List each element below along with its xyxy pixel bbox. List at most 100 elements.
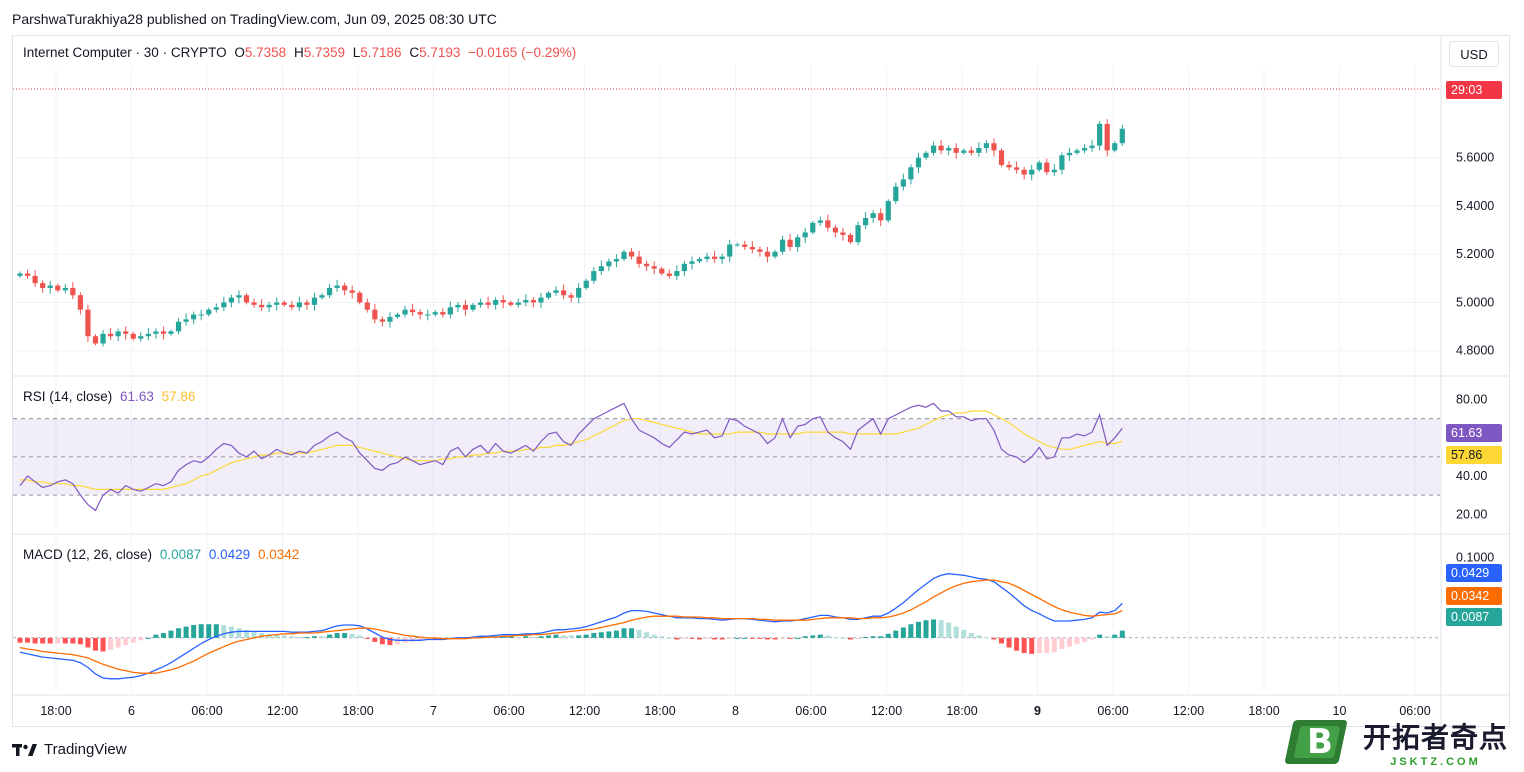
candle: [123, 331, 129, 334]
candle: [847, 234, 854, 243]
macd-histogram-bar: [976, 635, 982, 638]
candle: [659, 268, 665, 274]
macd-histogram-bar: [666, 637, 672, 639]
candle: [961, 150, 967, 153]
macd-histogram-bar: [1119, 630, 1125, 638]
candle: [500, 300, 506, 303]
high-value: 5.7359: [303, 45, 345, 60]
rsi-tick-label: 80.00: [1456, 393, 1487, 407]
candle: [153, 331, 159, 334]
candle: [727, 244, 733, 257]
candle: [17, 273, 23, 276]
macd-histogram-bar: [900, 627, 906, 638]
macd-histogram-bar: [795, 637, 801, 639]
published-caption: ParshwaTurakhiya28 published on TradingV…: [12, 11, 497, 27]
time-tick-label: 12:00: [569, 704, 600, 718]
macd-histogram-bar: [206, 624, 212, 638]
macd-line: [19, 573, 1123, 680]
candle: [259, 304, 265, 308]
macd-histogram-bar: [772, 637, 778, 640]
macd-histogram-bar: [553, 634, 559, 638]
candle: [319, 295, 325, 298]
macd-histogram-bar: [387, 637, 393, 646]
candle: [432, 312, 438, 315]
time-tick-label: 12:00: [1173, 704, 1204, 718]
candle: [100, 333, 106, 344]
macd-histogram-bar: [908, 624, 914, 638]
macd-histogram-bar: [855, 637, 861, 639]
candle: [712, 256, 718, 260]
candle: [749, 246, 755, 250]
candle: [1104, 123, 1110, 151]
time-tick-label: 18:00: [342, 704, 373, 718]
macd-histogram-bar: [961, 629, 967, 638]
macd-histogram-bar: [327, 634, 333, 638]
candle: [1006, 164, 1012, 168]
candle: [1036, 162, 1042, 170]
candle: [938, 145, 944, 151]
macd-histogram-bar: [515, 637, 521, 639]
candle: [372, 309, 378, 320]
candle: [1089, 145, 1095, 149]
candle: [545, 292, 552, 298]
tradingview-logo-icon: [12, 743, 37, 756]
macd-histogram-bar: [100, 637, 106, 652]
macd-histogram-bar: [281, 635, 287, 638]
main-legend: Internet Computer · 30 · CRYPTO O5.7358 …: [23, 45, 580, 60]
chart-frame[interactable]: [12, 35, 1510, 727]
macd-histogram-bar: [802, 636, 808, 638]
candle: [62, 287, 68, 291]
tradingview-brand[interactable]: TradingView: [12, 741, 127, 758]
candle: [538, 297, 544, 303]
brand-label: TradingView: [44, 741, 127, 758]
macd-histogram-bar: [742, 637, 748, 639]
macd-histogram-bar: [817, 634, 823, 638]
macd-hist-value: 0.0087: [159, 547, 202, 562]
macd-histogram-bar: [1082, 637, 1088, 642]
candle: [213, 307, 219, 310]
macd-histogram-bar: [863, 637, 869, 639]
macd-histogram-bar: [546, 635, 551, 638]
candle: [930, 145, 937, 153]
currency-button[interactable]: USD: [1449, 41, 1499, 67]
macd-histogram-bar: [727, 637, 733, 639]
macd-histogram-bar: [296, 637, 302, 639]
macd-histogram-bar: [108, 637, 114, 650]
macd-histogram-bar: [508, 636, 514, 638]
macd-histogram-bar: [681, 637, 687, 639]
macd-histogram-bar: [85, 637, 91, 648]
candle: [946, 148, 952, 151]
macd-histogram-bar: [1104, 636, 1110, 638]
macd-histogram-bar: [946, 622, 952, 638]
time-tick-label: 10: [1333, 704, 1347, 718]
time-tick-label: 18:00: [946, 704, 977, 718]
macd-histogram-bar: [1074, 637, 1080, 645]
macd-histogram-bar: [915, 621, 921, 638]
watermark-logo-icon: B: [1283, 716, 1355, 768]
close-label: C: [409, 45, 420, 60]
macd-histogram-bar: [123, 637, 129, 646]
macd-histogram-bar: [372, 637, 378, 642]
macd-histogram-bar: [893, 630, 899, 638]
candle: [221, 302, 227, 308]
candle: [644, 263, 650, 267]
macd-histogram-bar: [1112, 634, 1118, 638]
macd-histogram-bar: [923, 620, 929, 638]
macd-histogram-bar: [991, 637, 997, 640]
macd-histogram-bar: [931, 619, 937, 638]
watermark-title: 开拓者奇点: [1363, 722, 1509, 753]
rsi-ma-value: 57.86: [161, 389, 196, 404]
rsi-label: RSI (14, close): [23, 389, 113, 404]
low-label: L: [352, 45, 361, 60]
candle: [447, 307, 453, 315]
hist-tag: 0.0087: [1446, 608, 1502, 626]
macd-histogram-bar: [538, 636, 544, 638]
macd-histogram-bar: [1097, 634, 1103, 638]
macd-histogram-bar: [621, 628, 627, 638]
time-tick-label: 06:00: [191, 704, 222, 718]
price-tick-label: 4.8000: [1456, 344, 1494, 358]
macd-histogram-bar: [289, 636, 295, 638]
macd-histogram-bar: [244, 629, 249, 638]
candle: [440, 312, 446, 315]
